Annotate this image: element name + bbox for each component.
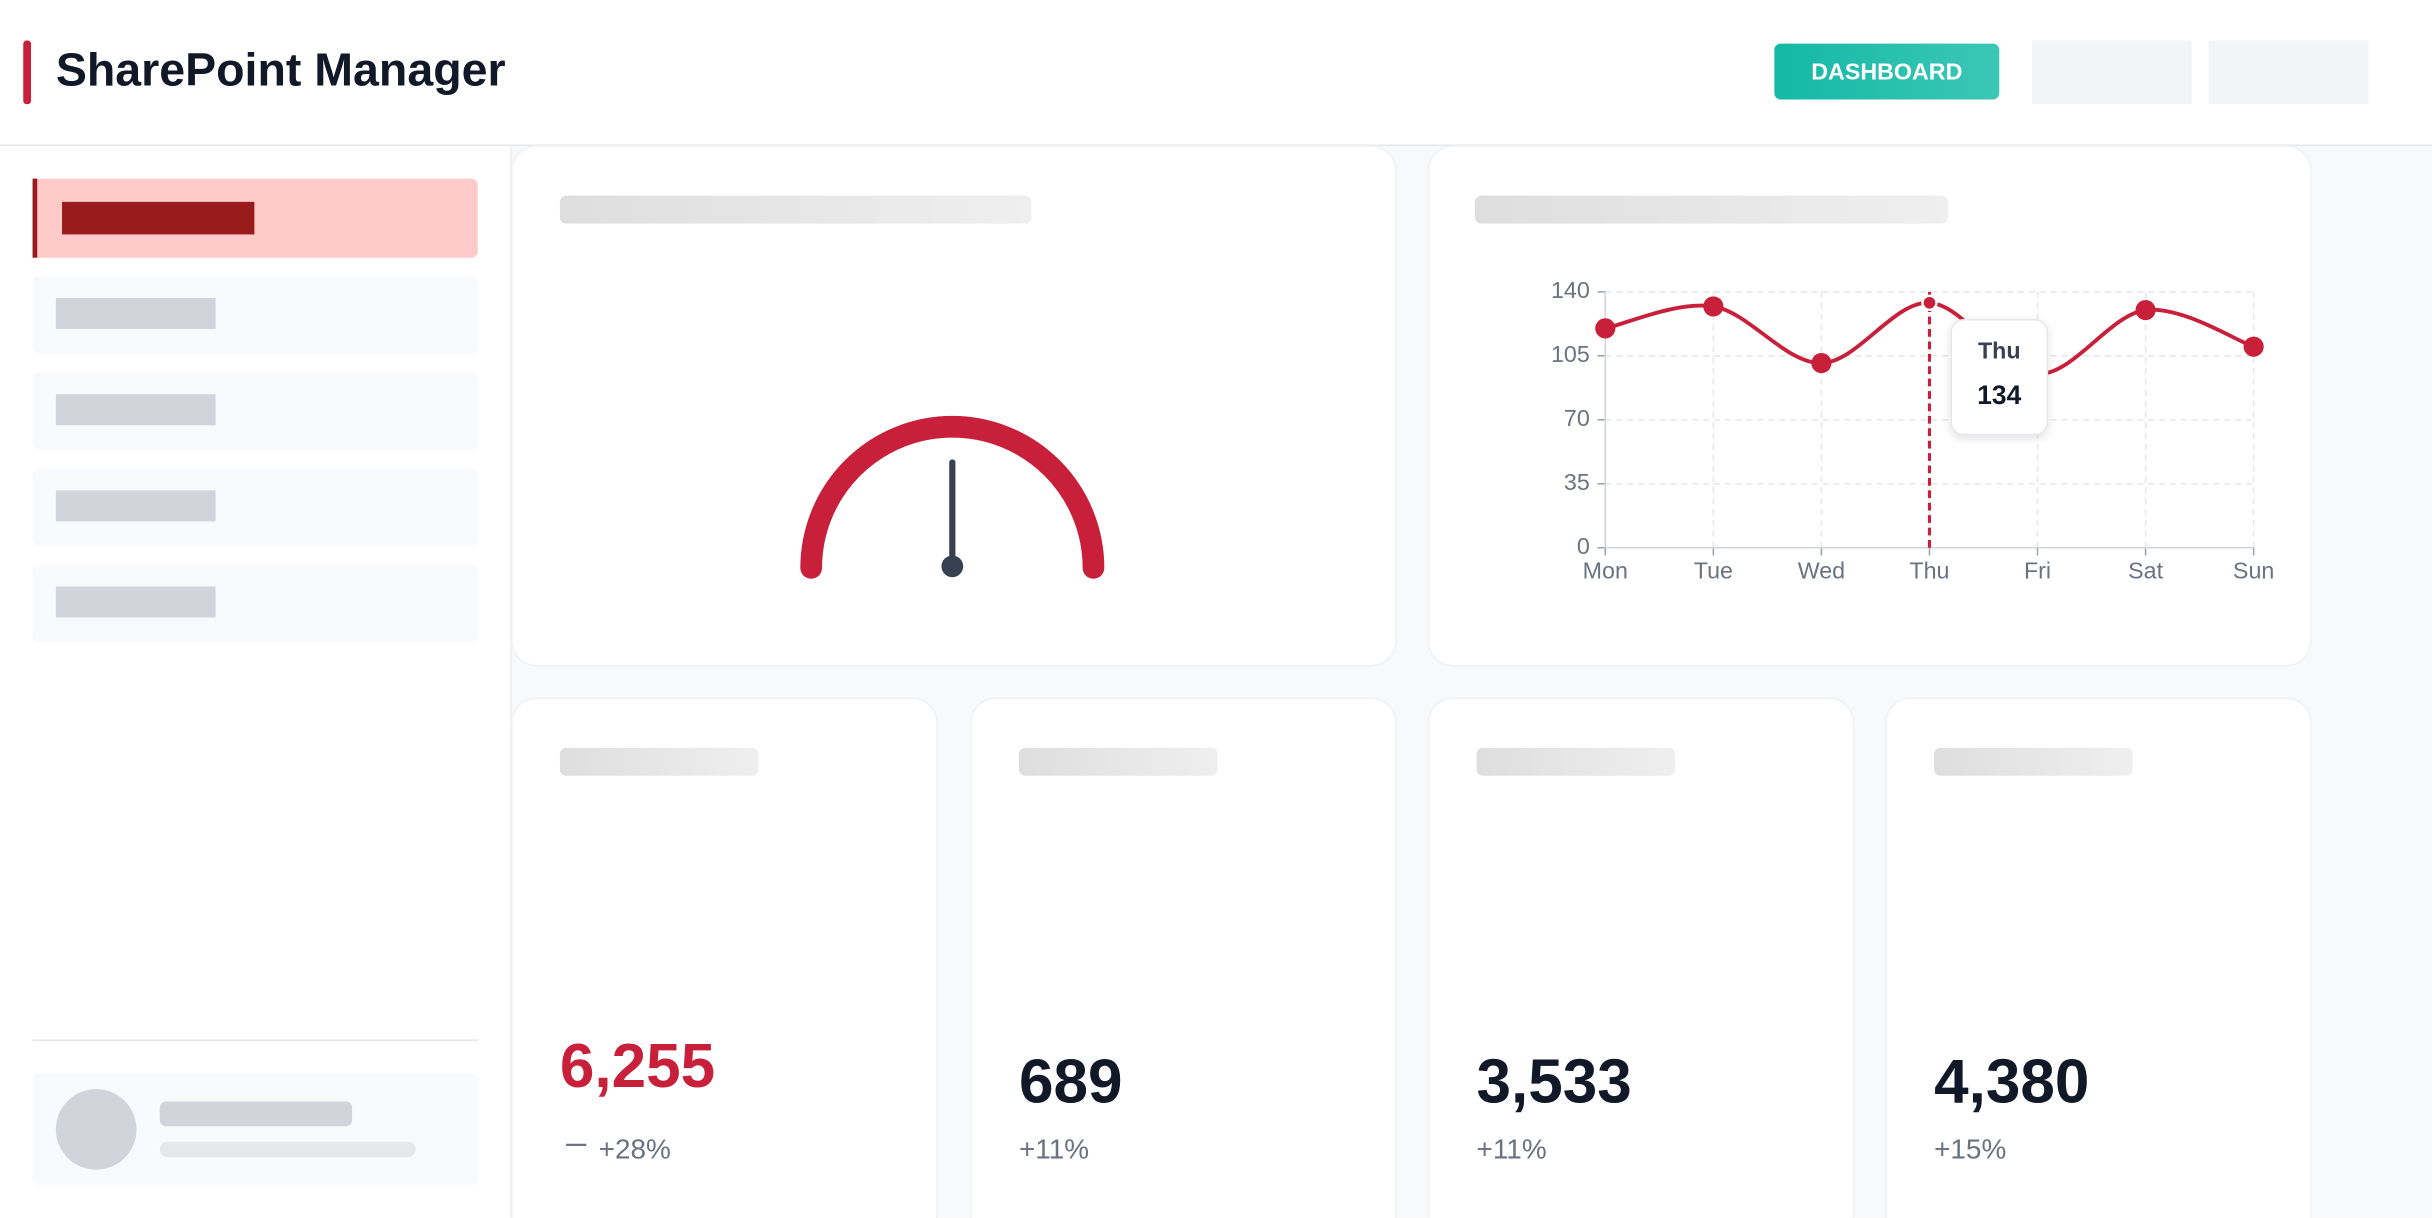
data-point — [1811, 353, 1832, 374]
kpi-row: 6,255 +28% 689 +11% 3,533 +11% 4,380 +15% — [511, 697, 2312, 1218]
nav-item[interactable] — [32, 276, 478, 354]
data-point — [1703, 296, 1724, 317]
tooltip — [1950, 318, 2049, 436]
kpi-value: 4,380 — [1934, 1047, 2089, 1116]
card-title-placeholder — [1475, 195, 1949, 224]
x-tick-label: Tue — [1694, 558, 1733, 584]
gauge-hub — [941, 555, 964, 578]
chart-card — [1427, 145, 2312, 667]
card-title-placeholder — [559, 195, 1032, 224]
app-title: SharePoint Manager — [56, 43, 506, 95]
gauge-arc — [800, 415, 1105, 579]
card-title-placeholder — [1476, 747, 1676, 776]
nav-label-placeholder — [62, 201, 255, 235]
dashboard-button-label[interactable]: DASHBOARD — [1811, 58, 1962, 84]
data-point — [1595, 318, 1616, 339]
nav-label-placeholder — [55, 586, 216, 618]
user-role-placeholder — [159, 1141, 416, 1158]
kpi-card — [511, 697, 938, 1218]
user-avatar — [55, 1089, 137, 1170]
nav-label-placeholder — [55, 394, 216, 426]
nav-item[interactable] — [32, 372, 478, 451]
x-tick-label: Sat — [2128, 558, 2163, 584]
y-tick-label: 0 — [1577, 533, 1590, 559]
nav-item[interactable] — [32, 564, 478, 643]
y-tick-label: 105 — [1551, 341, 1590, 367]
card-title-placeholder — [1934, 747, 2133, 776]
data-point — [1921, 294, 1938, 311]
kpi-card — [1427, 697, 1855, 1218]
kpi-value: 6,255 — [560, 1032, 715, 1101]
x-tick-label: Fri — [2024, 558, 2051, 584]
line-chart: 0 35 70 105 140 Mon Tue Wed Thu Fri Sat Sun Thu 134 — [1551, 277, 2274, 584]
kpi-change: +28% — [599, 1133, 671, 1164]
nav-item-active[interactable] — [32, 178, 478, 258]
x-tick-label: Mon — [1583, 558, 1628, 584]
header — [0, 0, 2432, 145]
kpi-card — [970, 697, 1397, 1218]
header-placeholder[interactable] — [2208, 40, 2369, 105]
kpi-change: +11% — [1019, 1133, 1089, 1164]
kpi-value: 689 — [1019, 1047, 1123, 1116]
card-title-placeholder — [1019, 747, 1218, 776]
nav-label-placeholder — [55, 298, 216, 330]
x-tick-label: Sun — [2233, 558, 2274, 584]
user-card[interactable] — [32, 1073, 478, 1186]
nav-active-indicator — [32, 178, 38, 258]
tooltip-label: Thu — [1978, 337, 2021, 363]
kpi-value: 3,533 — [1477, 1047, 1632, 1116]
brand-bar — [23, 40, 32, 105]
data-point — [2243, 336, 2264, 357]
data-point — [2135, 300, 2156, 321]
tooltip-value: 134 — [1977, 380, 2021, 410]
y-tick-label: 35 — [1564, 469, 1590, 495]
dashboard-button[interactable] — [1774, 43, 2000, 100]
gauge-card — [511, 145, 1397, 667]
kpi-card — [1885, 697, 2312, 1218]
user-name-placeholder — [159, 1101, 353, 1127]
nav-label-placeholder — [55, 490, 216, 522]
kpi-change: +15% — [1934, 1133, 2006, 1164]
y-tick-label: 70 — [1564, 405, 1590, 431]
nav-item[interactable] — [32, 468, 478, 547]
y-tick-label: 140 — [1551, 277, 1590, 303]
x-tick-label: Wed — [1798, 558, 1845, 584]
kpi-change: +11% — [1477, 1133, 1547, 1164]
x-tick-label: Thu — [1909, 558, 1949, 584]
card-title-placeholder — [559, 747, 759, 776]
header-placeholder[interactable] — [2031, 40, 2192, 105]
